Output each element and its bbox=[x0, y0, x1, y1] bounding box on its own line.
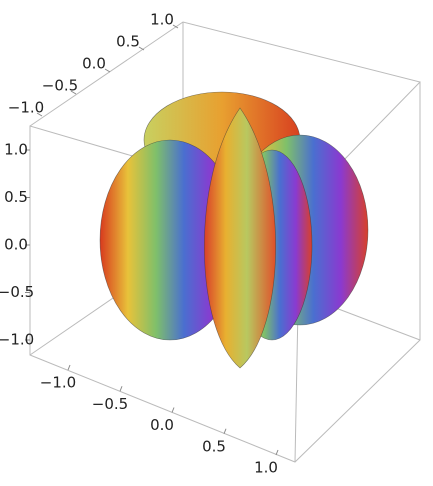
y-tick-label: 0.0 bbox=[150, 416, 174, 434]
x-tick-label: 0.5 bbox=[116, 33, 140, 51]
x-tick-label: −0.5 bbox=[42, 77, 78, 95]
tick-mark bbox=[171, 407, 175, 413]
surface bbox=[99, 91, 369, 369]
tick-mark bbox=[119, 386, 123, 392]
tick-mark bbox=[138, 46, 145, 51]
tick-mark bbox=[67, 364, 71, 371]
tick-mark bbox=[275, 449, 279, 456]
z-tick-label: 1.0 bbox=[4, 141, 28, 159]
front-lobe bbox=[204, 107, 276, 369]
tick-mark bbox=[70, 90, 77, 95]
z-tick-label: −0.5 bbox=[0, 283, 34, 301]
y-tick-label: −1.0 bbox=[40, 374, 76, 392]
z-tick-label: 0.0 bbox=[4, 236, 28, 254]
y-tick-label: −0.5 bbox=[92, 395, 128, 413]
tick-mark bbox=[172, 24, 179, 29]
tick-mark bbox=[104, 68, 111, 73]
y-tick-label: 1.0 bbox=[254, 459, 278, 477]
x-tick-label: 0.0 bbox=[82, 55, 106, 73]
z-tick-label: −1.0 bbox=[0, 331, 34, 349]
tick-mark bbox=[36, 112, 43, 117]
x-tick-label: 1.0 bbox=[150, 11, 174, 29]
x-tick-label: −1.0 bbox=[8, 99, 44, 117]
z-tick-label: 0.5 bbox=[4, 188, 28, 206]
box-edge bbox=[29, 21, 421, 463]
y-tick-label: 0.5 bbox=[202, 437, 226, 455]
tick-mark bbox=[223, 428, 227, 434]
